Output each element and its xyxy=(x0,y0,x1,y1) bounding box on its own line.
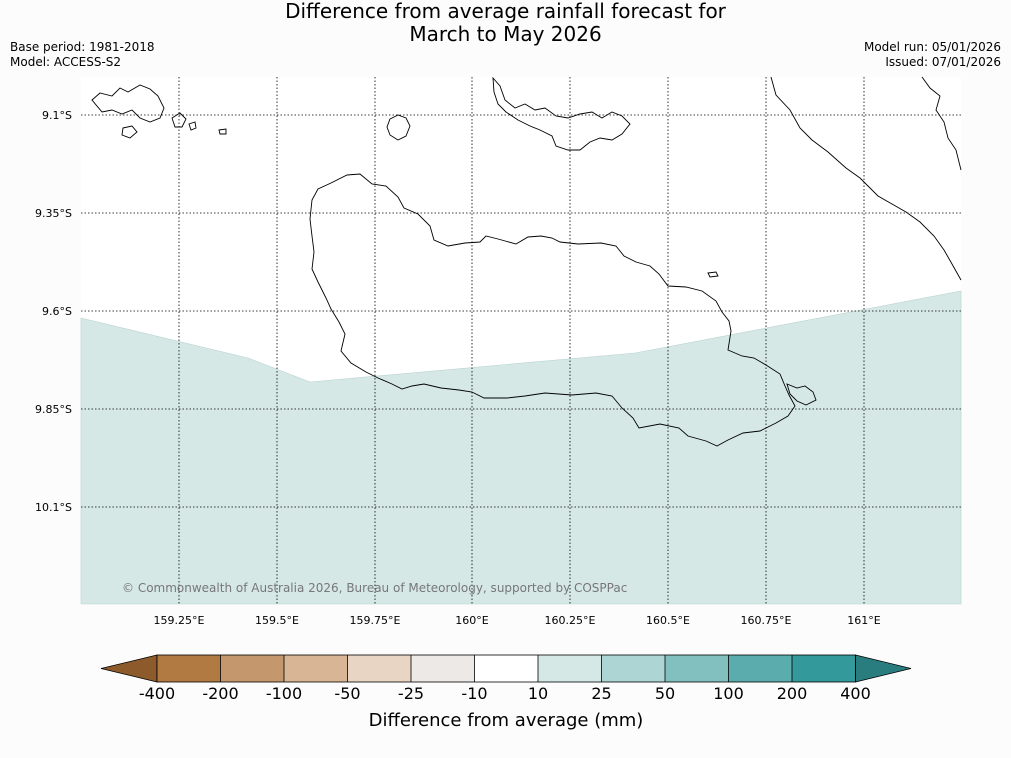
lat-label: 9.35°S xyxy=(35,207,72,220)
russell-islet-4 xyxy=(188,121,197,131)
map-panel: 9.1°S 9.35°S 9.6°S 9.85°S 10.1°S 159.25°… xyxy=(35,76,962,627)
colorbar-tick-label: 25 xyxy=(591,684,611,703)
colorbar-frame xyxy=(156,654,856,683)
issued-label: Issued: 07/01/2026 xyxy=(885,55,1001,69)
colorbar-swatch xyxy=(728,655,792,682)
colorbar-title: Difference from average (mm) xyxy=(369,710,644,731)
lat-label: 9.6°S xyxy=(42,305,72,318)
russell-islands xyxy=(91,84,165,123)
model-label: Model: ACCESS-S2 xyxy=(10,55,122,69)
title-line-2: March to May 2026 xyxy=(409,22,602,46)
shaded-region-10-to-25 xyxy=(80,290,962,605)
lon-label: 161°E xyxy=(847,614,880,627)
longitude-labels: 159.25°E 159.5°E 159.75°E 160°E 160.25°E… xyxy=(154,614,881,627)
colorbar-swatch xyxy=(665,655,729,682)
copyright-text: © Commonwealth of Australia 2026, Bureau… xyxy=(122,581,627,595)
colorbar-swatch xyxy=(411,655,475,682)
coastlines xyxy=(91,76,962,447)
colorbar-swatch xyxy=(538,655,602,682)
colorbar-tick-label: -100 xyxy=(266,684,302,703)
colorbar-swatch xyxy=(474,655,538,682)
guadalcanal-coastline xyxy=(309,173,796,447)
colorbar-tick-label: -50 xyxy=(334,684,360,703)
colorbar: -400 -200 -100 -50 -25 -10 10 25 50 100 … xyxy=(100,654,912,731)
gridlines xyxy=(81,77,961,604)
lat-label: 9.85°S xyxy=(35,403,72,416)
colorbar-swatch xyxy=(284,655,348,682)
colorbar-dividers xyxy=(220,655,793,682)
colorbar-tick-label: -400 xyxy=(139,684,175,703)
lon-label: 160.75°E xyxy=(741,614,792,627)
small-islet-central xyxy=(707,271,719,278)
russell-islet-1 xyxy=(121,125,138,139)
lon-label: 159.25°E xyxy=(154,614,205,627)
russell-islet-3 xyxy=(218,128,227,135)
nggela-islands xyxy=(492,76,631,151)
malaita-north xyxy=(921,76,962,171)
base-period-label: Base period: 1981-2018 xyxy=(10,40,155,54)
latitude-labels: 9.1°S 9.35°S 9.6°S 9.85°S 10.1°S xyxy=(35,109,72,514)
colorbar-tick-label: 50 xyxy=(655,684,675,703)
meta-left: Base period: 1981-2018 Model: ACCESS-S2 xyxy=(10,40,155,70)
lon-label: 160.25°E xyxy=(545,614,596,627)
colorbar-ticks: -400 -200 -100 -50 -25 -10 10 25 50 100 … xyxy=(139,684,871,703)
lon-label: 160.5°E xyxy=(646,614,690,627)
model-run-label: Model run: 05/01/2026 xyxy=(863,40,1001,54)
colorbar-tick-label: -25 xyxy=(398,684,424,703)
colorbar-swatch xyxy=(792,655,856,682)
colorbar-swatch xyxy=(220,655,284,682)
colorbar-arrow-low xyxy=(100,654,158,683)
colorbar-arrow-high xyxy=(855,654,912,683)
colorbar-tick-label: -200 xyxy=(202,684,238,703)
lat-label: 9.1°S xyxy=(42,109,72,122)
colorbar-tick-label: -10 xyxy=(461,684,487,703)
colorbar-tick-label: 200 xyxy=(777,684,808,703)
lon-label: 159.5°E xyxy=(255,614,299,627)
colorbar-swatch xyxy=(157,655,221,682)
russell-islet-2 xyxy=(171,112,187,128)
colorbar-tick-label: 100 xyxy=(713,684,744,703)
colorbar-swatch xyxy=(601,655,665,682)
colorbar-swatch xyxy=(347,655,411,682)
savo-island xyxy=(386,114,411,141)
colorbar-tick-label: 10 xyxy=(528,684,548,703)
marau-islet xyxy=(786,383,817,406)
lat-label: 10.1°S xyxy=(35,501,72,514)
map-title: Difference from average rainfall forecas… xyxy=(0,0,1011,46)
meta-right: Model run: 05/01/2026 Issued: 07/01/2026 xyxy=(864,40,1001,70)
lon-label: 159.75°E xyxy=(350,614,401,627)
lon-label: 160°E xyxy=(455,614,488,627)
malaita-coastline xyxy=(770,76,962,281)
colorbar-tick-label: 400 xyxy=(840,684,871,703)
title-line-1: Difference from average rainfall forecas… xyxy=(285,0,726,23)
